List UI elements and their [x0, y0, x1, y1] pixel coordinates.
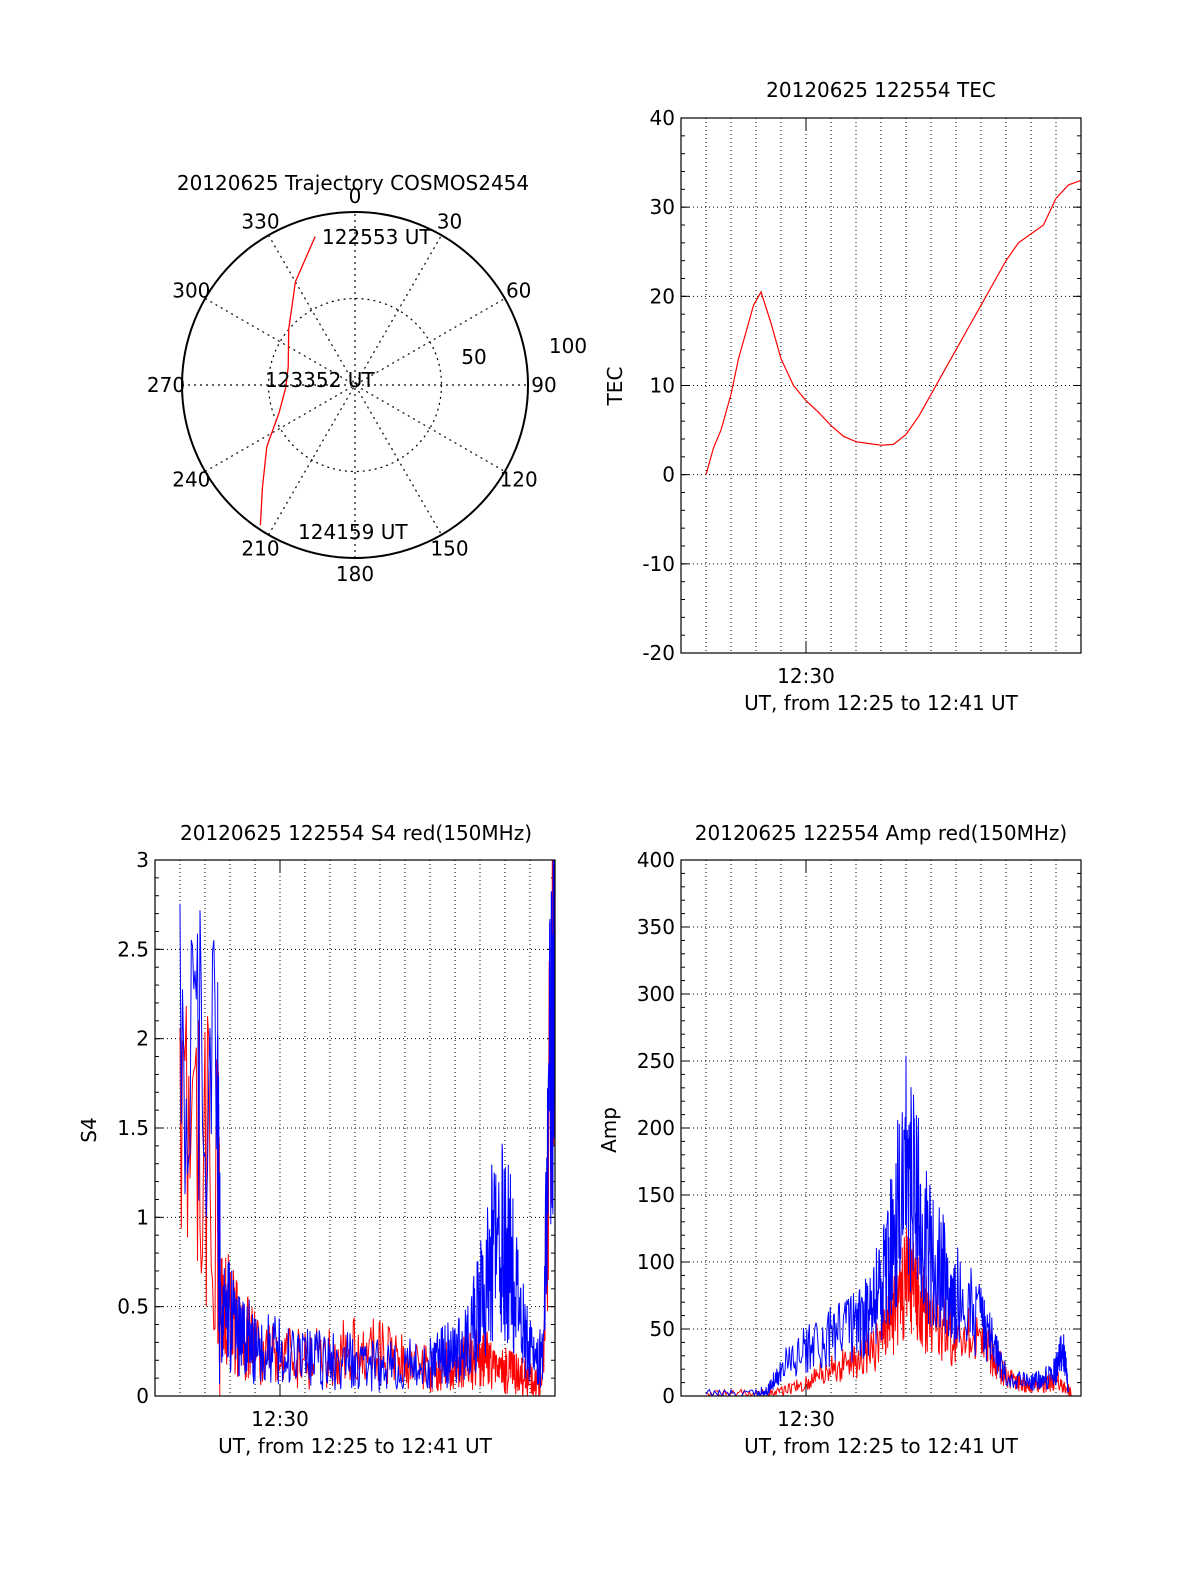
polar-annotation-end: 124159 UT [298, 520, 408, 544]
s4-series-2-line [180, 641, 555, 1391]
s4-xlabel: UT, from 12:25 to 12:41 UT [218, 1434, 493, 1458]
s4-ytick-label: 2.5 [117, 937, 149, 961]
s4-ytick-label: 1.5 [117, 1116, 149, 1140]
tec-xlabel: UT, from 12:25 to 12:41 UT [744, 691, 1019, 715]
polar-az-label: 0 [349, 184, 362, 208]
polar-az-label: 300 [172, 279, 210, 303]
amp-ytick-label: 50 [650, 1317, 675, 1341]
amp-ylabel: Amp [597, 1107, 621, 1153]
polar-az-label: 120 [500, 468, 538, 492]
amp-ytick-label: 350 [637, 915, 675, 939]
amp-xtick-label: 12:30 [777, 1407, 835, 1431]
s4-title: 20120625 122554 S4 red(150MHz) [180, 821, 532, 845]
tec-title: 20120625 122554 TEC [766, 78, 996, 102]
polar-az-label: 240 [172, 468, 210, 492]
tec-ytick-label: 0 [662, 463, 675, 487]
tec-ytick-label: -20 [642, 641, 675, 665]
s4-ytick-label: 0 [136, 1384, 149, 1408]
amp-ytick-label: 150 [637, 1183, 675, 1207]
amp-ytick-label: 100 [637, 1250, 675, 1274]
s4-ytick-label: 1 [136, 1205, 149, 1229]
tec-ytick-label: -10 [642, 552, 675, 576]
polar-az-label: 210 [241, 537, 279, 561]
polar-az-label: 30 [437, 209, 462, 233]
amp-ytick-label: 400 [637, 848, 675, 872]
s4-ytick-label: 0.5 [117, 1295, 149, 1319]
amp-ytick-label: 200 [637, 1116, 675, 1140]
amp-ytick-label: 0 [662, 1384, 675, 1408]
s4-ytick-label: 2 [136, 1027, 149, 1051]
amp-ytick-label: 300 [637, 982, 675, 1006]
polar-annotation-mid: 123352 UT [265, 368, 375, 392]
polar-az-label: 150 [430, 537, 468, 561]
polar-az-label: 180 [336, 562, 374, 586]
tec-xtick-label: 12:30 [777, 664, 835, 688]
s4-ylabel: S4 [77, 1117, 101, 1142]
tec-ytick-label: 30 [650, 195, 675, 219]
polar-az-label: 270 [147, 373, 185, 397]
tec-ylabel: TEC [603, 367, 627, 407]
tec-ytick-label: 20 [650, 284, 675, 308]
polar-annotation-start: 122553 UT [322, 225, 432, 249]
amp-panel: 20120625 122554 Amp red(150MHz) Amp 12:3… [597, 821, 1081, 1458]
tec-ytick-label: 40 [650, 106, 675, 130]
polar-panel: 20120625 Trajectory COSMOS2454 030609012… [147, 171, 587, 586]
polar-radial-label-50: 50 [461, 345, 486, 369]
polar-az-label: 90 [531, 373, 556, 397]
amp-title: 20120625 122554 Amp red(150MHz) [695, 821, 1067, 845]
tec-series-1-line [706, 180, 1081, 474]
amp-ytick-label: 250 [637, 1049, 675, 1073]
s4-panel: 20120625 122554 S4 red(150MHz) S4 12:30 … [77, 641, 555, 1458]
tec-ytick-label: 10 [650, 374, 675, 398]
polar-radial-label-100: 100 [549, 334, 587, 358]
s4-ytick-label: 3 [136, 848, 149, 872]
tec-panel: 20120625 122554 TEC TEC 12:30 UT, from 1… [603, 78, 1081, 715]
s4-xtick-label: 12:30 [251, 1407, 309, 1431]
polar-az-label: 60 [506, 279, 531, 303]
polar-az-label: 330 [241, 209, 279, 233]
amp-xlabel: UT, from 12:25 to 12:41 UT [744, 1434, 1019, 1458]
